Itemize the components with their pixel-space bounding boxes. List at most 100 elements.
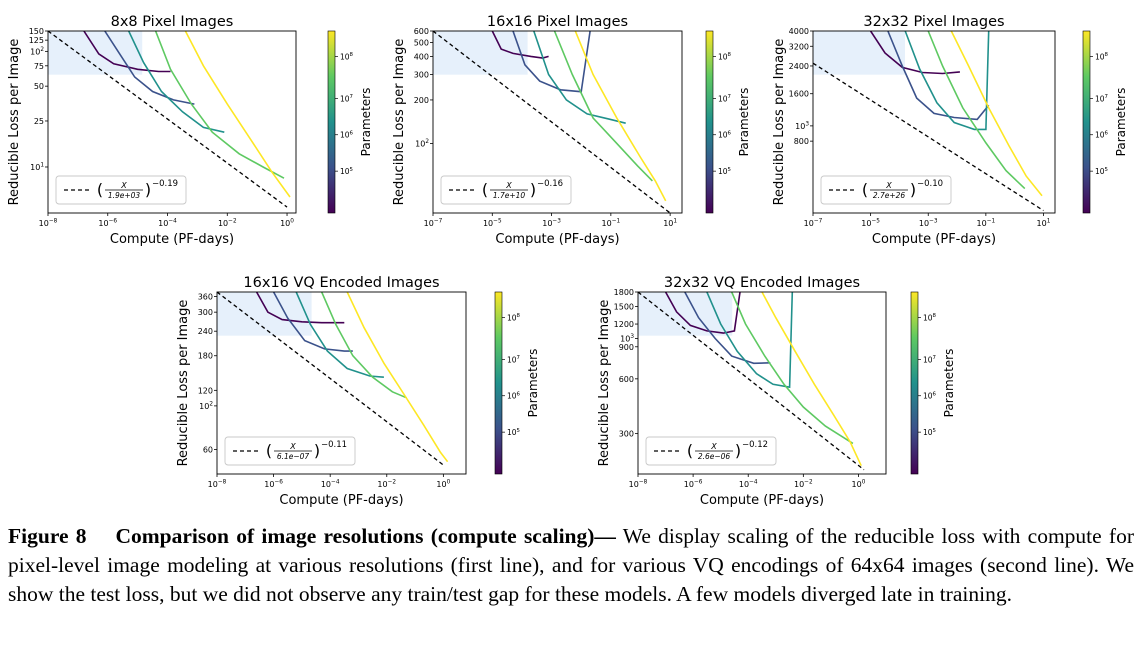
y-tick-label: 800 <box>794 137 809 146</box>
x-tick-label: 10−2 <box>377 479 396 489</box>
shaded-region <box>813 31 905 75</box>
y-tick-label: 400 <box>414 52 429 61</box>
plot-area <box>217 292 449 466</box>
chart-p16: 16x16 Pixel Images 10−7 10−5 10−3 10−1 101 102… <box>392 14 751 247</box>
legend-numerator: X <box>710 442 717 451</box>
y-tick-label: 900 <box>619 343 634 352</box>
y-tick-label: 103 <box>795 121 809 131</box>
legend-numerator: X <box>289 442 296 451</box>
y-tick-label: 1200 <box>614 320 634 329</box>
chart-p8: 8x8 Pixel Images 10−8 10−6 10−4 10−2 100 101 25… <box>7 14 373 247</box>
y-axis-label: Reducible Loss per Image <box>176 300 191 467</box>
legend-denominator: 2.6e−06 <box>698 452 731 461</box>
plot-frame <box>216 291 467 475</box>
series-line-5 <box>950 31 1043 197</box>
plot-area <box>813 31 1044 212</box>
y-tick-label: 300 <box>619 430 634 439</box>
x-tick-label: 10−4 <box>739 479 758 489</box>
colorbar-tick-label: 106 <box>923 391 937 400</box>
plot-frame <box>47 30 297 214</box>
x-tick-label: 10−6 <box>264 479 283 489</box>
x-tick-label: 10−5 <box>483 218 502 228</box>
x-tick-label: 100 <box>436 479 450 489</box>
colorbar-tick-label: 105 <box>718 167 731 176</box>
colorbar-tick-label: 108 <box>507 313 521 322</box>
legend-numerator: X <box>505 181 512 190</box>
legend-numerator: X <box>120 181 127 190</box>
plot-frame <box>637 291 887 475</box>
y-tick-label: 3200 <box>789 42 809 51</box>
y-tick-label: 50 <box>34 82 44 91</box>
series-line-1 <box>255 292 345 324</box>
y-tick-label: 102 <box>199 401 213 411</box>
y-tick-label: 25 <box>34 117 44 126</box>
series-line-2 <box>887 31 990 121</box>
caption-body: We display scaling of the reducible loss… <box>8 524 1135 606</box>
y-tick-label: 4000 <box>789 27 809 36</box>
y-tick-label: 60 <box>203 445 213 454</box>
legend-paren-open: ( <box>687 441 693 460</box>
x-tick-label: 10−8 <box>39 218 58 228</box>
trend-line <box>48 31 288 208</box>
series-line-1 <box>664 292 741 334</box>
series-line-3 <box>706 292 794 389</box>
colorbar-label: Parameters <box>359 88 373 157</box>
y-tick-label: 102 <box>30 47 44 57</box>
series-line-4 <box>927 31 1026 190</box>
series-line-3 <box>904 31 990 131</box>
y-tick-label: 180 <box>198 352 213 361</box>
legend-paren-open: ( <box>862 180 868 199</box>
legend-denominator: 2.7e+26 <box>873 191 906 200</box>
y-tick-label: 200 <box>414 96 429 105</box>
colorbar <box>1082 30 1091 214</box>
y-tick-label: 600 <box>414 27 429 36</box>
colorbar <box>705 30 714 214</box>
colorbar-tick-label: 105 <box>923 428 936 437</box>
legend-paren-open: ( <box>266 441 272 460</box>
x-tick-label: 10−1 <box>977 218 996 228</box>
plot-frame <box>812 30 1056 214</box>
chart-vq16: 16x16 VQ Encoded Images 10−8 10−6 10−4 10−2 1… <box>176 275 540 508</box>
trend-line <box>638 292 865 471</box>
chart-title: 16x16 Pixel Images <box>487 14 628 30</box>
x-axis-label: Compute (PF-days) <box>495 232 619 247</box>
chart-title: 8x8 Pixel Images <box>111 14 234 30</box>
plot-area <box>433 31 671 213</box>
plot-area <box>638 292 865 471</box>
legend-exponent: −0.19 <box>152 179 178 189</box>
plot-area <box>48 31 291 208</box>
x-tick-label: 10−5 <box>861 218 880 228</box>
y-tick-label: 300 <box>414 70 429 79</box>
legend-denominator: 1.7e+10 <box>493 191 526 200</box>
series-line-5 <box>346 292 449 463</box>
colorbar-label: Parameters <box>1114 88 1128 157</box>
y-tick-label: 120 <box>198 386 213 395</box>
legend-paren-open: ( <box>97 180 103 199</box>
x-tick-label: 10−7 <box>804 218 823 228</box>
x-tick-label: 100 <box>852 479 866 489</box>
series-line-2 <box>512 31 591 93</box>
series-line-2 <box>684 292 771 365</box>
x-tick-label: 10−4 <box>158 218 177 228</box>
series-line-3 <box>127 31 225 133</box>
x-tick-label: 10−8 <box>208 479 227 489</box>
colorbar-tick-label: 105 <box>340 167 353 176</box>
legend-denominator: 6.1e−07 <box>277 452 310 461</box>
y-axis-label: Reducible Loss per Image <box>597 300 612 467</box>
colorbar-tick-label: 107 <box>923 355 936 364</box>
x-tick-label: 101 <box>663 218 677 228</box>
legend-paren-close: ) <box>145 180 151 199</box>
x-tick-label: 10−1 <box>602 218 621 228</box>
x-tick-label: 100 <box>280 218 294 228</box>
colorbar-tick-label: 105 <box>1095 167 1108 176</box>
series-line-5 <box>184 31 291 198</box>
y-axis-label: Reducible Loss per Image <box>392 39 407 206</box>
colorbar-tick-label: 106 <box>340 130 354 139</box>
legend-paren-close: ) <box>530 180 536 199</box>
colorbar-tick-label: 107 <box>507 355 520 364</box>
colorbar-tick-label: 106 <box>718 130 732 139</box>
colorbar <box>327 30 336 214</box>
legend-paren-close: ) <box>735 441 741 460</box>
colorbar-label: Parameters <box>737 88 751 157</box>
x-tick-label: 10−7 <box>424 218 443 228</box>
